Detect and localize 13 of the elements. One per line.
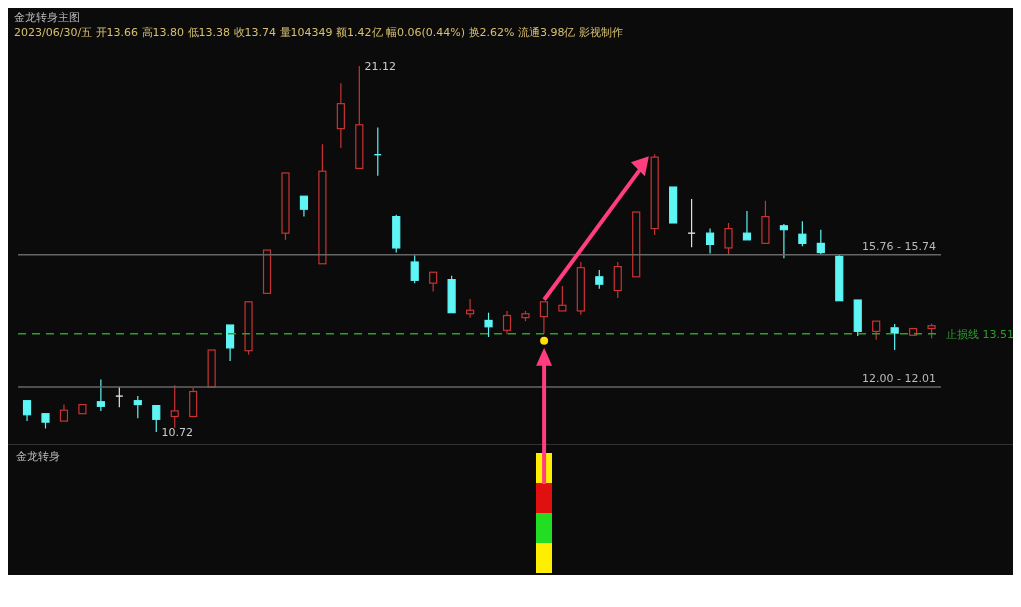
candlestick <box>779 223 788 259</box>
chart-subtitle: 2023/06/30/五 开13.66 高13.80 低13.38 收13.74 量104349 额1.42亿 幅0.06(0.44%) 换2.62% 流通3.98亿 影视制作 <box>14 25 624 40</box>
annotation: 21.12 <box>364 59 397 73</box>
ref-line-label: 15.76 - 15.74 <box>862 239 936 253</box>
annotation: 10.72 <box>161 425 193 439</box>
chart-title: 金龙转身主图 <box>14 10 81 25</box>
ref-line-label: 止损线 13.51 <box>946 327 1014 341</box>
ref-line-label: 12.00 - 12.01 <box>862 371 936 385</box>
text: 金龙转身 <box>16 449 60 464</box>
candlestick <box>336 82 345 149</box>
candlestick <box>96 378 105 412</box>
candlestick <box>705 227 715 255</box>
candlestick <box>502 310 512 335</box>
